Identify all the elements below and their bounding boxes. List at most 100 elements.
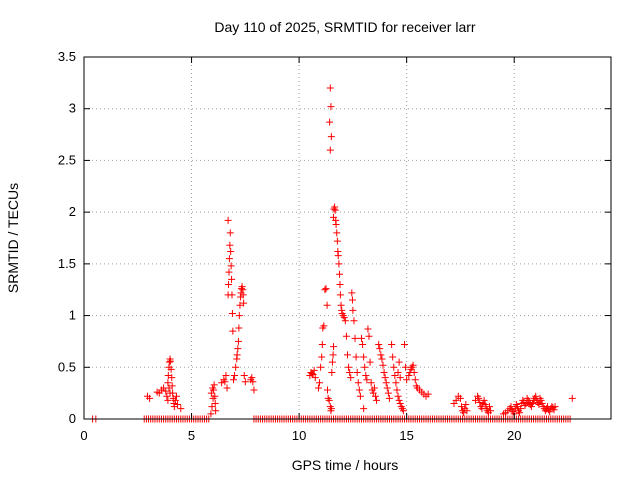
data-point (228, 310, 236, 318)
data-point (462, 401, 470, 409)
y-axis-label: SRMTID / TECUs (5, 183, 21, 293)
data-point (323, 301, 331, 309)
data-point (348, 289, 356, 297)
data-point (363, 376, 371, 384)
data-point (463, 407, 471, 415)
data-point (327, 103, 335, 111)
data-point (382, 379, 390, 387)
data-point (475, 394, 483, 402)
data-point (403, 376, 411, 384)
data-point (236, 301, 244, 309)
data-point (163, 392, 171, 400)
data-point (168, 374, 176, 382)
data-point (352, 353, 360, 361)
data-point (336, 281, 344, 289)
data-point (323, 386, 331, 394)
data-point (166, 389, 174, 397)
data-point (395, 358, 403, 366)
data-point (355, 386, 363, 394)
data-point (392, 379, 400, 387)
data-point (320, 322, 328, 330)
data-point (527, 403, 535, 411)
x-tick-label: 15 (399, 428, 413, 443)
data-point (336, 291, 344, 299)
data-point (356, 392, 364, 400)
data-point (249, 378, 257, 386)
y-tick-label: 1 (69, 308, 76, 323)
data-point (357, 334, 365, 342)
data-point (226, 241, 234, 249)
data-point (517, 405, 525, 413)
data-point (364, 325, 372, 333)
data-point (250, 386, 258, 394)
data-point (341, 317, 349, 325)
chart-title: Day 110 of 2025, SRMTID for receiver lar… (214, 19, 476, 35)
y-tick-label: 2 (69, 204, 76, 219)
data-point (167, 365, 175, 373)
data-point (389, 353, 397, 361)
data-point (166, 357, 174, 365)
y-tick-label: 1.5 (58, 256, 76, 271)
data-point (507, 403, 515, 411)
data-point (411, 376, 419, 384)
y-tick-label: 3 (69, 101, 76, 116)
data-point (327, 133, 335, 141)
data-point (535, 401, 543, 409)
data-point (229, 376, 237, 384)
data-point (211, 392, 219, 400)
data-point (405, 372, 413, 380)
x-tick-label: 5 (188, 428, 195, 443)
data-point (164, 379, 172, 387)
data-point (233, 351, 241, 359)
x-tick-label: 10 (292, 428, 306, 443)
data-point (350, 317, 358, 325)
data-point (234, 337, 242, 345)
data-point (146, 394, 154, 402)
data-point (528, 399, 536, 407)
data-point (395, 396, 403, 404)
data-point (516, 409, 524, 417)
data-point (211, 399, 219, 407)
data-point (314, 384, 322, 392)
data-point (334, 252, 342, 260)
data-point (329, 351, 337, 359)
data-point (380, 368, 388, 376)
data-point (227, 262, 235, 270)
x-tick-label: 0 (80, 428, 87, 443)
data-point (177, 405, 185, 413)
y-tick-label: 0 (69, 411, 76, 426)
data-point (326, 146, 334, 154)
data-point (222, 372, 230, 380)
data-point (402, 363, 410, 371)
data-point (409, 361, 417, 369)
data-point (393, 386, 401, 394)
data-point (228, 275, 236, 283)
data-point (390, 363, 398, 371)
data-point (550, 406, 558, 414)
data-point (366, 358, 374, 366)
data-point (347, 374, 355, 382)
data-point (207, 389, 215, 397)
data-point (348, 296, 356, 304)
data-point (241, 378, 249, 386)
data-point (367, 379, 375, 387)
data-point (332, 221, 340, 229)
data-point (165, 384, 173, 392)
data-point (317, 363, 325, 371)
data-point (371, 392, 379, 400)
data-point (239, 291, 247, 299)
data-point (228, 291, 236, 299)
x-axis-label: GPS time / hours (292, 457, 399, 473)
data-point (551, 403, 559, 411)
data-point (235, 312, 243, 320)
data-point (360, 353, 368, 361)
data-point (538, 399, 546, 407)
data-point (480, 396, 488, 404)
data-point (331, 203, 339, 211)
data-point (321, 286, 329, 294)
data-point (546, 408, 554, 416)
data-point (328, 368, 336, 376)
data-point (476, 398, 484, 406)
data-point (568, 394, 576, 402)
